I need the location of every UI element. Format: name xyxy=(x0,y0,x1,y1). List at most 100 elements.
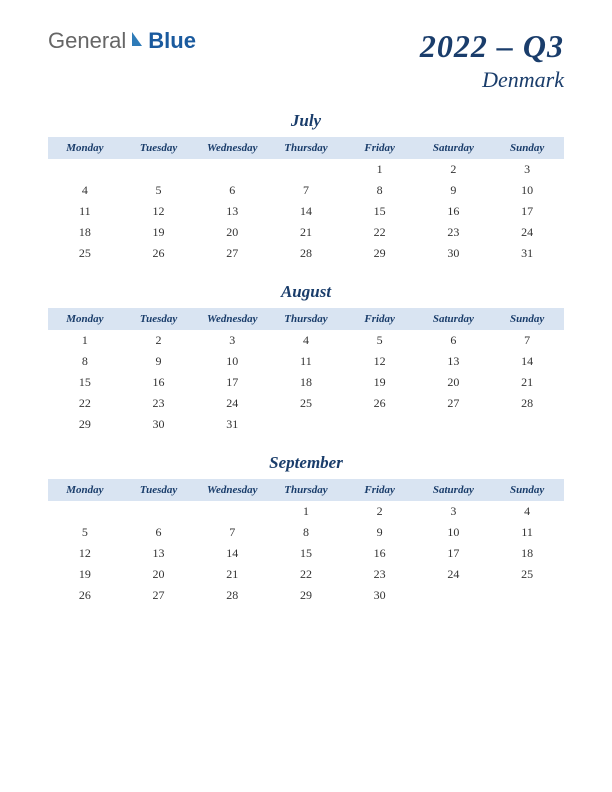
day-cell: 23 xyxy=(343,564,417,585)
day-cell xyxy=(122,501,196,522)
day-cell: 6 xyxy=(195,180,269,201)
day-cell: 26 xyxy=(343,393,417,414)
week-row: 25262728293031 xyxy=(48,243,564,264)
day-cell: 10 xyxy=(195,351,269,372)
day-cell: 5 xyxy=(122,180,196,201)
day-cell: 2 xyxy=(122,330,196,351)
day-cell: 9 xyxy=(417,180,491,201)
week-row: 2627282930 xyxy=(48,585,564,606)
week-row: 22232425262728 xyxy=(48,393,564,414)
day-cell: 27 xyxy=(195,243,269,264)
day-cell: 23 xyxy=(417,222,491,243)
day-cell: 25 xyxy=(269,393,343,414)
day-header: Tuesday xyxy=(122,137,196,159)
day-cell: 7 xyxy=(269,180,343,201)
day-cell: 18 xyxy=(490,543,564,564)
day-cell: 8 xyxy=(269,522,343,543)
week-row: 1234 xyxy=(48,501,564,522)
day-header: Wednesday xyxy=(195,137,269,159)
day-cell xyxy=(417,414,491,435)
week-row: 123 xyxy=(48,159,564,180)
day-cell: 13 xyxy=(122,543,196,564)
day-cell: 17 xyxy=(195,372,269,393)
day-cell: 31 xyxy=(490,243,564,264)
day-cell: 1 xyxy=(343,159,417,180)
day-cell xyxy=(269,159,343,180)
day-cell: 28 xyxy=(269,243,343,264)
title-block: 2022 – Q3 Denmark xyxy=(420,28,564,93)
day-cell: 10 xyxy=(490,180,564,201)
week-row: 1234567 xyxy=(48,330,564,351)
month-block: September MondayTuesdayWednesdayThursdayF… xyxy=(48,453,564,606)
calendar-table: MondayTuesdayWednesdayThursdayFridaySatu… xyxy=(48,479,564,606)
day-cell: 25 xyxy=(490,564,564,585)
day-cell: 24 xyxy=(195,393,269,414)
day-cell: 7 xyxy=(490,330,564,351)
day-cell: 3 xyxy=(417,501,491,522)
day-cell: 23 xyxy=(122,393,196,414)
day-cell: 18 xyxy=(269,372,343,393)
header: General Blue 2022 – Q3 Denmark xyxy=(0,0,612,103)
day-header: Tuesday xyxy=(122,308,196,330)
day-header: Friday xyxy=(343,479,417,501)
day-cell: 5 xyxy=(343,330,417,351)
day-cell: 21 xyxy=(269,222,343,243)
day-cell: 17 xyxy=(490,201,564,222)
day-cell: 6 xyxy=(122,522,196,543)
day-cell: 9 xyxy=(122,351,196,372)
day-cell: 20 xyxy=(417,372,491,393)
calendar-table: MondayTuesdayWednesdayThursdayFridaySatu… xyxy=(48,308,564,435)
day-header: Saturday xyxy=(417,308,491,330)
week-row: 18192021222324 xyxy=(48,222,564,243)
day-cell: 15 xyxy=(343,201,417,222)
week-row: 19202122232425 xyxy=(48,564,564,585)
day-cell: 14 xyxy=(195,543,269,564)
day-cell: 29 xyxy=(343,243,417,264)
day-cell: 30 xyxy=(122,414,196,435)
day-cell xyxy=(48,159,122,180)
day-cell: 16 xyxy=(417,201,491,222)
day-cell: 4 xyxy=(269,330,343,351)
day-header: Sunday xyxy=(490,137,564,159)
day-header: Monday xyxy=(48,308,122,330)
day-cell: 22 xyxy=(343,222,417,243)
day-cell: 26 xyxy=(48,585,122,606)
day-header: Tuesday xyxy=(122,479,196,501)
month-name: August xyxy=(48,282,564,302)
week-row: 11121314151617 xyxy=(48,201,564,222)
week-row: 567891011 xyxy=(48,522,564,543)
day-cell: 27 xyxy=(122,585,196,606)
day-cell: 28 xyxy=(195,585,269,606)
day-header: Friday xyxy=(343,308,417,330)
month-name: September xyxy=(48,453,564,473)
day-cell: 19 xyxy=(48,564,122,585)
day-cell xyxy=(122,159,196,180)
day-cell: 21 xyxy=(490,372,564,393)
day-cell: 16 xyxy=(343,543,417,564)
title-sub: Denmark xyxy=(420,67,564,93)
logo-text-blue: Blue xyxy=(148,28,196,54)
day-cell: 27 xyxy=(417,393,491,414)
day-cell: 12 xyxy=(343,351,417,372)
calendar-table: MondayTuesdayWednesdayThursdayFridaySatu… xyxy=(48,137,564,264)
day-header: Saturday xyxy=(417,137,491,159)
day-header: Sunday xyxy=(490,479,564,501)
day-cell: 14 xyxy=(269,201,343,222)
logo: General Blue xyxy=(48,28,196,54)
day-header: Thursday xyxy=(269,137,343,159)
week-row: 891011121314 xyxy=(48,351,564,372)
day-cell: 24 xyxy=(417,564,491,585)
day-cell: 1 xyxy=(269,501,343,522)
month-name: July xyxy=(48,111,564,131)
day-cell xyxy=(48,501,122,522)
day-cell: 31 xyxy=(195,414,269,435)
day-header: Thursday xyxy=(269,308,343,330)
day-cell: 16 xyxy=(122,372,196,393)
day-cell: 18 xyxy=(48,222,122,243)
day-cell: 30 xyxy=(343,585,417,606)
day-cell xyxy=(195,159,269,180)
day-header: Sunday xyxy=(490,308,564,330)
day-cell: 3 xyxy=(490,159,564,180)
day-cell: 20 xyxy=(195,222,269,243)
logo-sail-icon xyxy=(130,28,146,54)
